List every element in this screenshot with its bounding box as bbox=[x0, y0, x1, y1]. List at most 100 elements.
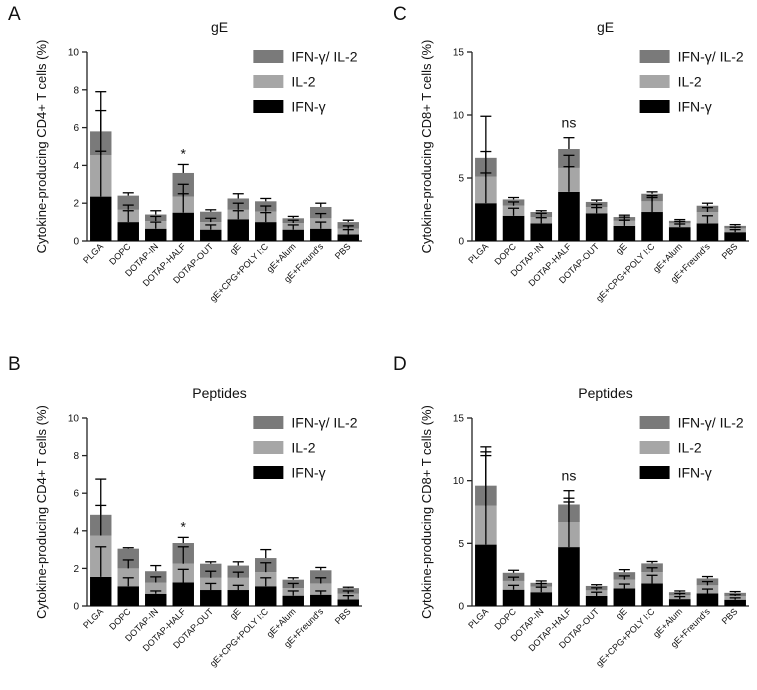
panel-c-bar-ifn- bbox=[668, 227, 691, 241]
panel-d-legend-swatch bbox=[639, 441, 670, 454]
panel-b-y-tick-label: 10 bbox=[68, 414, 80, 425]
panel-d-legend-label: IL-2 bbox=[678, 440, 702, 456]
panel-label-b: B bbox=[8, 354, 21, 375]
panel-c-legend-label: IFN-γ bbox=[678, 99, 712, 115]
panel-d-title: Peptides bbox=[578, 385, 632, 401]
panel-b-significance-label: * bbox=[181, 518, 187, 534]
panel-d-bar-ifn- bbox=[585, 595, 608, 606]
panel-c-x-tick-label: PBS bbox=[720, 241, 740, 261]
panel-d-bar-ifn- bbox=[475, 544, 497, 606]
panel-b-title: Peptides bbox=[192, 385, 246, 401]
panel-d-y-tick-label: 0 bbox=[458, 602, 464, 613]
panel-a-bar-ifn- bbox=[117, 222, 139, 241]
panel-c-title: gE bbox=[597, 19, 614, 35]
panel-d-y-tick-label: 10 bbox=[453, 476, 465, 487]
panel-b-bar-ifn-il-2 bbox=[310, 570, 332, 584]
panel-d-bar-ifn- bbox=[668, 599, 691, 606]
panel-d-bar-ifn- bbox=[724, 599, 746, 606]
panel-a-bar-ifn- bbox=[310, 228, 332, 241]
panel-a-bar-ifn- bbox=[172, 212, 194, 241]
panel-a-y-tick-label: 10 bbox=[68, 48, 80, 59]
panel-c-y-tick-label: 15 bbox=[453, 48, 465, 59]
panel-label-a: A bbox=[8, 4, 21, 25]
panel-a-legend-label: IFN-γ bbox=[291, 99, 325, 115]
panel-d-legend-swatch bbox=[639, 416, 670, 429]
panel-c-legend-swatch bbox=[639, 50, 670, 63]
panel-b-x-tick-label: PBS bbox=[333, 606, 353, 626]
panel-d-bar-ifn- bbox=[613, 588, 636, 606]
panel-b-bar-ifn- bbox=[337, 599, 359, 606]
panel-a-legend-swatch bbox=[253, 75, 284, 88]
panel-a-y-axis-label: Cytokine-producing CD4+ T cells (%) bbox=[34, 40, 49, 254]
panel-c-x-tick-label: PLGA bbox=[466, 241, 490, 265]
panel-c-y-tick-label: 10 bbox=[453, 111, 465, 122]
panel-b-legend-swatch bbox=[253, 441, 284, 454]
panel-b-bar-il-2 bbox=[227, 577, 249, 591]
panel-b-bar-ifn- bbox=[172, 582, 194, 606]
panel-c-bar-ifn- bbox=[502, 215, 525, 241]
panel-c-legend-label: IL-2 bbox=[678, 74, 702, 90]
panel-b-bar-ifn- bbox=[145, 593, 167, 606]
panel-a-x-tick-label: DOPC bbox=[107, 241, 133, 267]
panel-b-legend-label: IL-2 bbox=[291, 440, 315, 456]
panel-c-legend-label: IFN-γ/ IL-2 bbox=[678, 49, 744, 65]
panel-b-bar-ifn- bbox=[90, 576, 112, 606]
panel-c-legend-swatch bbox=[639, 75, 670, 88]
panel-a-y-tick-label: 8 bbox=[73, 85, 79, 96]
panel-b-legend-swatch bbox=[253, 466, 284, 479]
panel-b-y-axis-label: Cytokine-producing CD4+ T cells (%) bbox=[34, 405, 49, 619]
panel-a-y-tick-label: 2 bbox=[73, 199, 79, 210]
panel-d-x-tick-label: DOPC bbox=[492, 606, 518, 632]
panel-b-bar-ifn- bbox=[117, 586, 139, 606]
panel-b-bar-ifn- bbox=[255, 586, 277, 606]
panel-a-x-tick-label: PBS bbox=[333, 241, 353, 261]
panel-c-bar-ifn- bbox=[724, 232, 746, 241]
panel-b-y-tick-label: 4 bbox=[73, 526, 79, 537]
panel-a-bar-ifn-il-2 bbox=[200, 211, 222, 223]
panel-a-bar-ifn- bbox=[145, 228, 167, 241]
panel-d-legend-swatch bbox=[639, 466, 670, 479]
panel-a-bar-ifn-il-2 bbox=[117, 195, 139, 210]
panel-b-bar-ifn-il-2 bbox=[117, 548, 139, 569]
panel-a-title: gE bbox=[211, 19, 228, 35]
panel-a-bar-ifn-il-2 bbox=[310, 206, 332, 219]
panel-c-significance-label: ns bbox=[562, 115, 577, 131]
panel-b-bar-ifn- bbox=[227, 590, 249, 606]
panel-b-y-tick-label: 0 bbox=[73, 602, 79, 613]
panel-a-bar-ifn- bbox=[282, 229, 304, 241]
panel-c-x-tick-label: DOPC bbox=[492, 241, 518, 267]
panel-a-legend-swatch bbox=[253, 100, 284, 113]
panel-a-legend-label: IL-2 bbox=[291, 74, 315, 90]
panel-b-x-tick-label: gE bbox=[228, 606, 243, 621]
panel-c-bar-ifn- bbox=[475, 203, 497, 241]
panel-b-y-tick-label: 8 bbox=[73, 451, 79, 462]
panel-d-x-tick-label: gE bbox=[614, 606, 629, 621]
panel-a-y-tick-label: 6 bbox=[73, 123, 79, 134]
panel-d-bar-ifn- bbox=[502, 589, 525, 606]
panel-a-x-tick-label: PLGA bbox=[81, 241, 105, 265]
panel-a-y-tick-label: 4 bbox=[73, 161, 79, 172]
panel-d-legend-label: IFN-γ/ IL-2 bbox=[678, 415, 744, 431]
panel-c-y-tick-label: 5 bbox=[458, 174, 464, 185]
panel-b-legend-label: IFN-γ bbox=[291, 465, 325, 481]
panel-b-bar-il-2 bbox=[310, 583, 332, 595]
panel-c-bar-ifn- bbox=[641, 212, 663, 241]
panel-b-bar-ifn- bbox=[200, 590, 222, 606]
panel-b-legend-label: IFN-γ/ IL-2 bbox=[291, 415, 357, 431]
panel-d-y-tick-label: 5 bbox=[458, 539, 464, 550]
panel-c-legend-swatch bbox=[639, 100, 670, 113]
panel-c-x-tick-label: gE bbox=[614, 241, 629, 256]
panel-label-c: C bbox=[393, 4, 407, 25]
panel-c-bar-ifn- bbox=[530, 223, 553, 241]
panel-d-bar-ifn- bbox=[530, 592, 553, 606]
panel-d-bar-ifn- bbox=[696, 593, 719, 606]
panel-c-bar-ifn- bbox=[585, 213, 608, 241]
panel-d-y-tick-label: 15 bbox=[453, 414, 465, 425]
panel-a-legend-swatch bbox=[253, 50, 284, 63]
panel-b-y-tick-label: 2 bbox=[73, 564, 79, 575]
panel-a-y-tick-label: 0 bbox=[73, 237, 79, 248]
panel-b-bar-ifn- bbox=[310, 594, 332, 606]
panel-b-legend-swatch bbox=[253, 416, 284, 429]
panel-a-significance-label: * bbox=[181, 145, 187, 161]
panel-a-bar-ifn- bbox=[227, 219, 249, 241]
